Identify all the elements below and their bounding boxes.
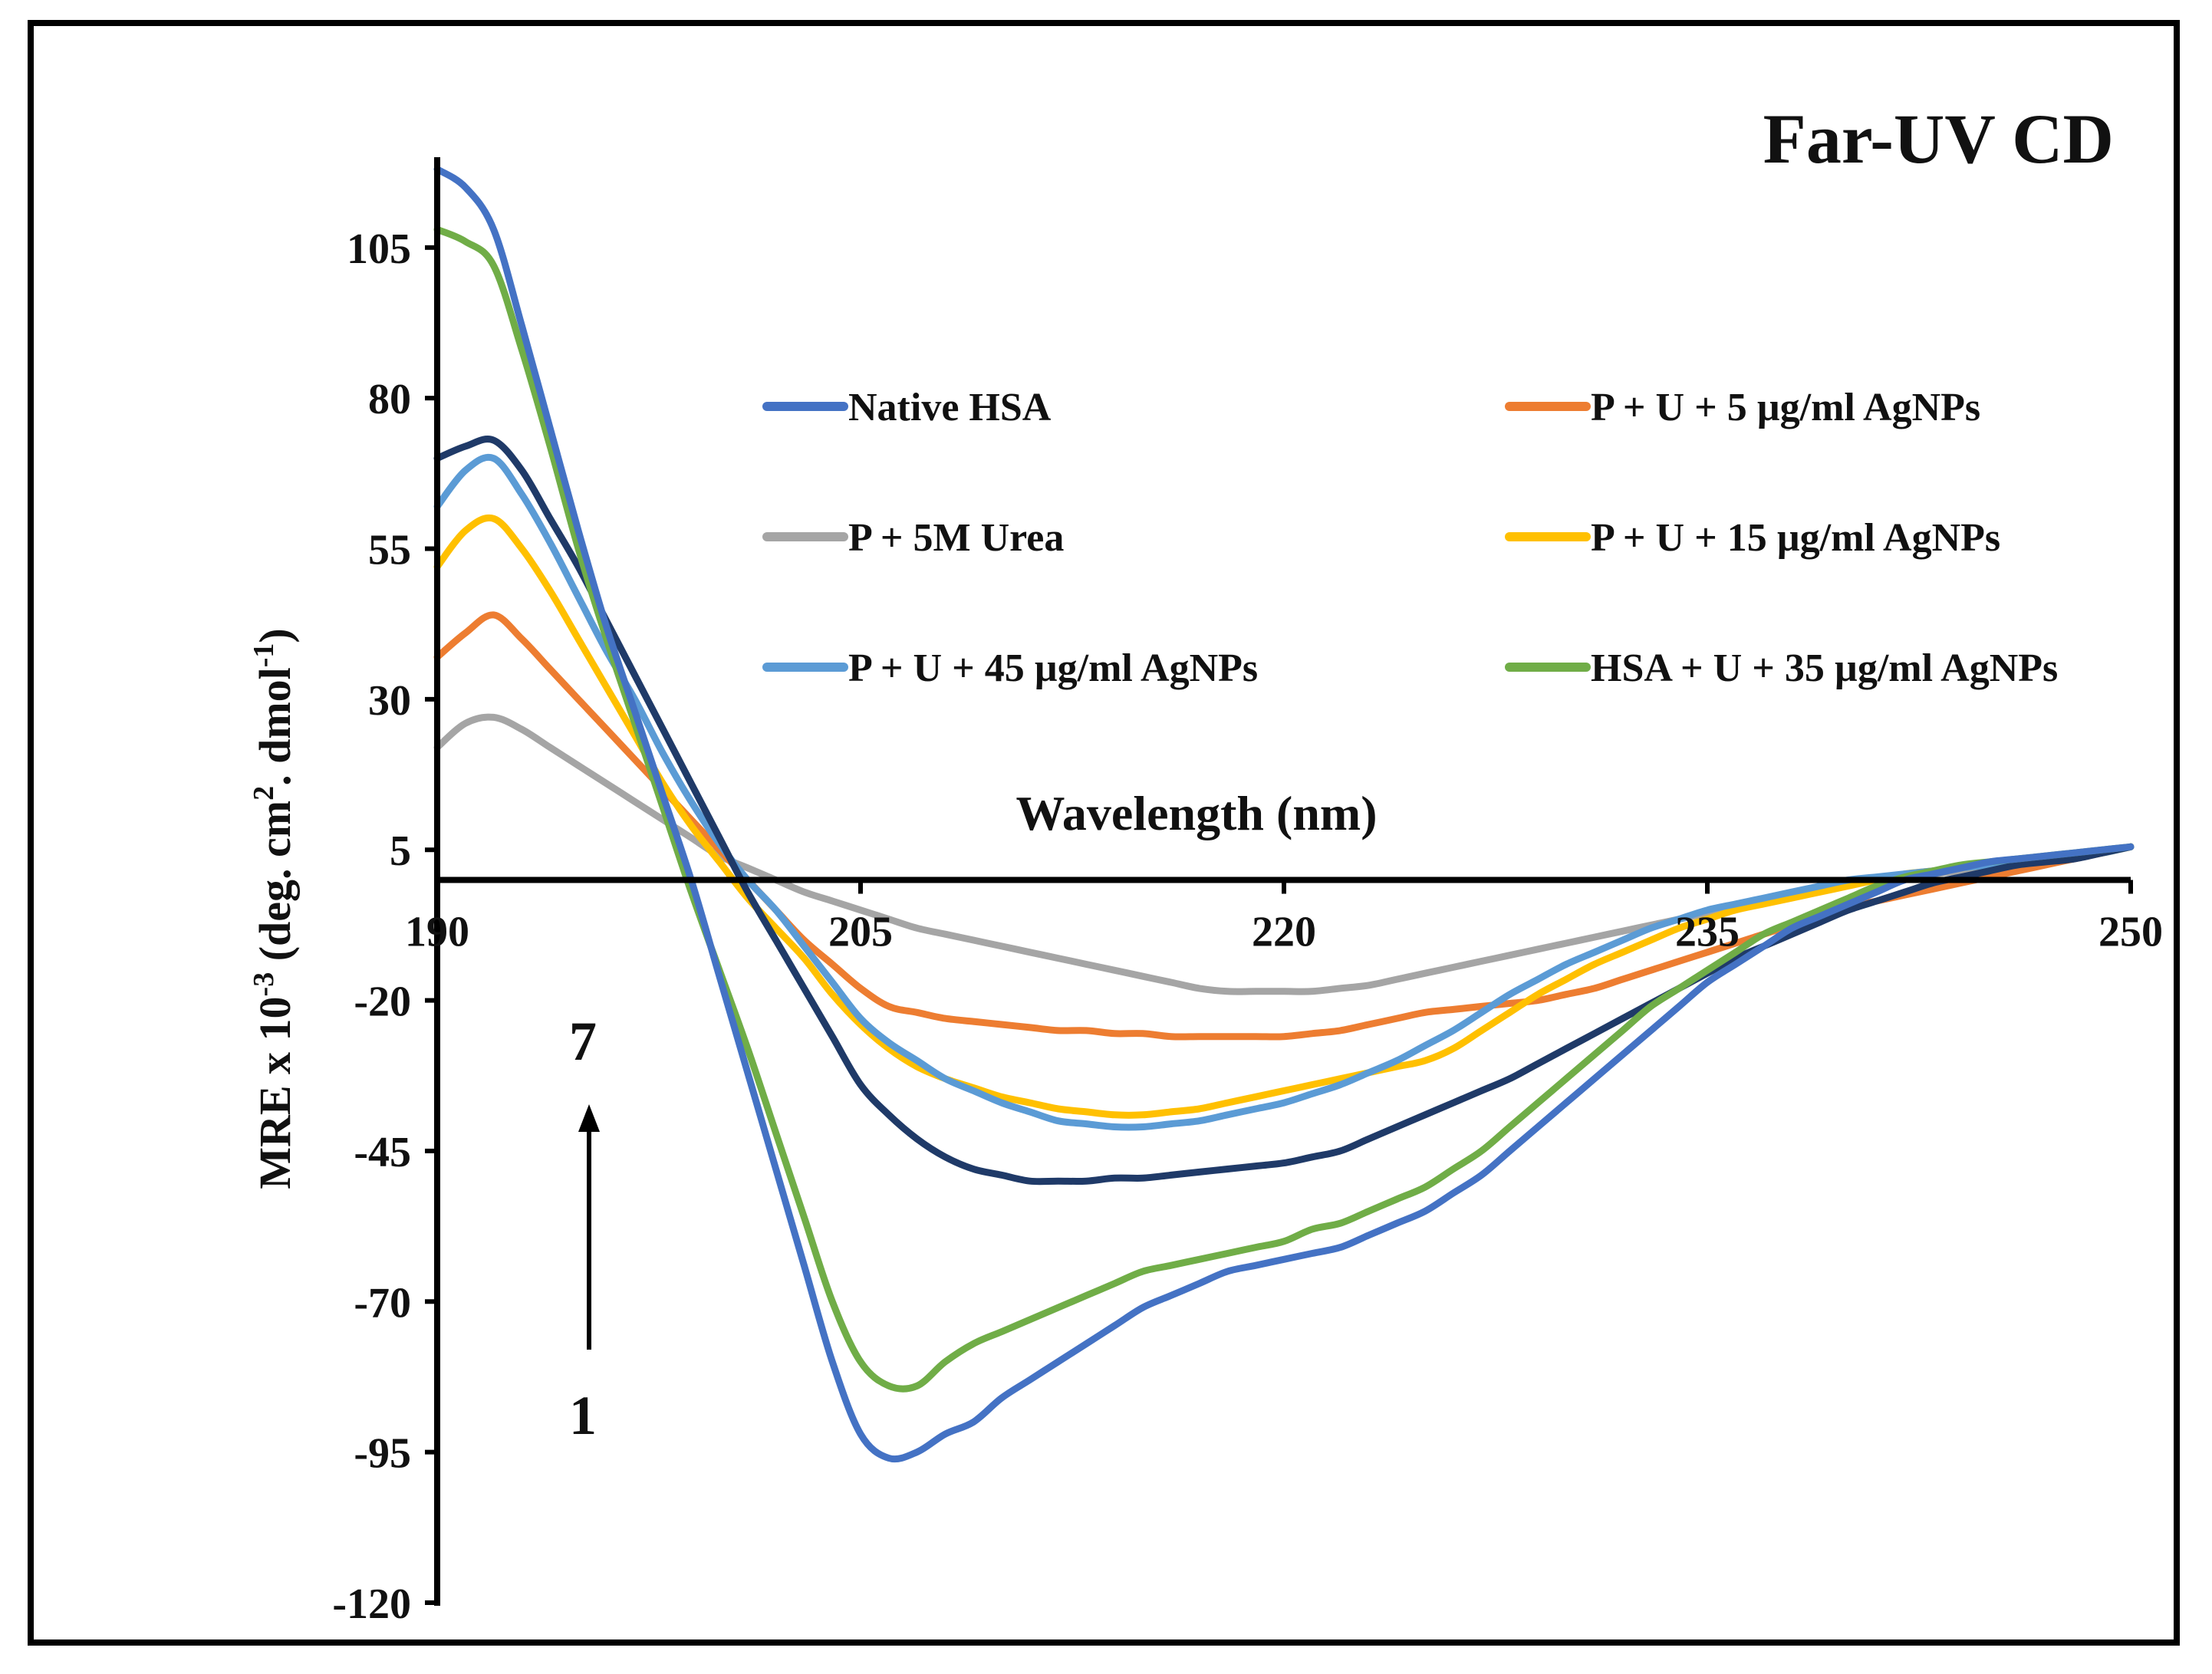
- x-tick-label: 235: [1675, 909, 1740, 956]
- x-axis-title: Wavelength (nm): [1015, 786, 1377, 840]
- annotation-bottom: 1: [569, 1385, 597, 1446]
- y-tick-label: 80: [368, 376, 411, 423]
- axes-layer: 105 80 55 30 5 -20 -45 -70 -95 -120 190 205 220 235 25…: [332, 157, 2163, 1628]
- y-tick-label: 105: [347, 225, 411, 273]
- y-tick-label: -120: [332, 1580, 411, 1628]
- y-axis-title-tail: . dmol: [250, 667, 300, 786]
- y-tick-label: -95: [354, 1430, 411, 1478]
- x-tick-label: 190: [405, 909, 469, 956]
- x-tick-label: 250: [2098, 909, 2163, 956]
- y-axis-title-exp: -3: [248, 972, 280, 997]
- y-axis-title-mid: (deg. cm: [250, 801, 300, 972]
- legend-label: P + U + 45 µg/ml AgNPs: [848, 646, 1258, 690]
- y-axis-title-exp3: -1: [248, 643, 280, 668]
- legend-label: P + U + 5 µg/ml AgNPs: [1591, 386, 1980, 429]
- y-axis-title: MRE x 10-3 (deg. cm2. dmol-1): [248, 628, 300, 1189]
- x-tick-label: 220: [1252, 909, 1316, 956]
- y-tick-label: -20: [354, 978, 411, 1026]
- legend: Native HSA P + U + 5 µg/ml AgNPs P + 5M Ur…: [762, 386, 2058, 690]
- y-tick-label: 30: [368, 677, 411, 725]
- y-axis-title-main: MRE x 10: [250, 996, 300, 1189]
- series-line-5: [433, 225, 2135, 1393]
- chart-frame: [28, 20, 2180, 1646]
- y-tick-label: 5: [390, 827, 411, 875]
- y-axis-title-exp2: 2: [248, 786, 280, 801]
- legend-label: P + U + 15 µg/ml AgNPs: [1591, 516, 2000, 560]
- series-line-0: [433, 166, 2135, 1463]
- x-tick-label: 205: [828, 909, 893, 956]
- annotation-top: 7: [569, 1011, 597, 1072]
- annotation-arrow-head: [578, 1104, 600, 1132]
- y-tick-label: -45: [354, 1129, 411, 1176]
- legend-label: HSA + U + 35 µg/ml AgNPs: [1591, 646, 2058, 690]
- legend-label: Native HSA: [848, 386, 1052, 429]
- y-axis-title-close: ): [250, 628, 300, 643]
- legend-label: P + 5M Urea: [848, 516, 1064, 560]
- series-line-6: [433, 436, 2135, 1186]
- chart-title: Far-UV CD: [1763, 100, 2114, 178]
- y-tick-label: 55: [368, 527, 411, 574]
- series-line-3: [433, 514, 2135, 1119]
- y-tick-label: -70: [354, 1279, 411, 1327]
